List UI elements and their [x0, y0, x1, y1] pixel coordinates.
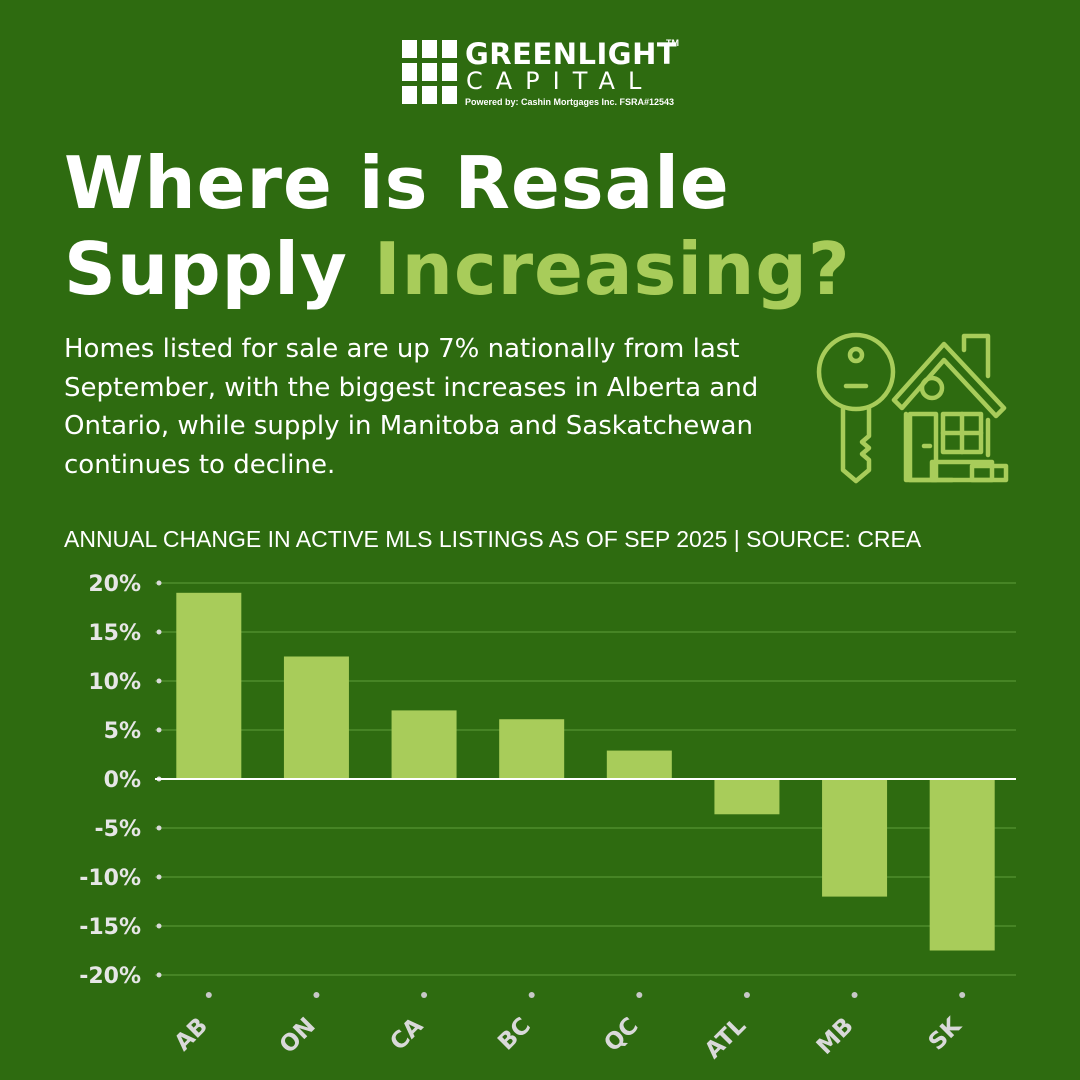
- y-tick-dot: [156, 874, 162, 880]
- y-tick-dot: [156, 923, 162, 929]
- logo-grid-cell: [422, 86, 437, 104]
- headline-line1: Where is Resale: [64, 141, 730, 225]
- x-tick-label: BC: [493, 1013, 536, 1056]
- bar-chart: 20% 15% 10% 5% 0% -5% -10% -15% -20% AB ON CA BC QC AT…: [79, 572, 1016, 1064]
- bar-on: [283, 656, 349, 779]
- y-tick-dot: [156, 825, 162, 831]
- logo-grid-cell: [402, 40, 417, 58]
- x-tick-dot: [636, 992, 643, 998]
- brand-name-line1: GREENLIGHT: [465, 37, 678, 71]
- chart-title: ANNUAL CHANGE IN ACTIVE MLS LISTINGS AS …: [64, 526, 922, 552]
- x-tick-label: ON: [275, 1013, 321, 1059]
- x-tick-label: AB: [170, 1013, 213, 1056]
- y-tick-dot: [156, 972, 162, 978]
- y-tick-dot: [156, 678, 162, 684]
- y-tick-dot: [156, 629, 162, 635]
- bar-ca: [391, 710, 457, 779]
- grid-logo-icon: [402, 40, 457, 105]
- logo-grid-cell: [422, 63, 437, 81]
- y-tick-dot: [156, 727, 162, 733]
- y-tick-label: 10%: [88, 670, 141, 695]
- headline: Where is Resale Supply Increasing?: [64, 140, 851, 312]
- headline-line2-accent: Increasing?: [373, 227, 851, 311]
- x-tick-dot: [959, 992, 966, 998]
- brand-logo: GREENLIGHT TM CAPITAL Powered by: Cashin…: [402, 38, 692, 110]
- y-tick-label: -5%: [95, 817, 141, 842]
- y-tick-label: -20%: [79, 964, 141, 989]
- brand-name-line2: CAPITAL: [466, 67, 655, 95]
- description-text: Homes listed for sale are up 7% national…: [64, 334, 759, 480]
- x-tick-dot: [743, 992, 750, 998]
- x-tick-label: SK: [924, 1012, 968, 1056]
- bar-atl: [714, 779, 780, 815]
- house-key-icon: [816, 332, 1009, 484]
- headline-line2-white: Supply: [64, 227, 348, 311]
- logo-grid-cell: [422, 40, 437, 58]
- logo-grid-cell: [442, 40, 457, 58]
- y-tick-label: 15%: [88, 621, 141, 646]
- logo-grid-cell: [402, 63, 417, 81]
- bar-qc: [606, 750, 672, 779]
- y-tick-label: 5%: [104, 719, 141, 744]
- x-tick-label: MB: [812, 1013, 859, 1060]
- x-tick-label: ATL: [700, 1013, 751, 1064]
- x-tick-dot: [528, 992, 535, 998]
- logo-grid-cell: [442, 86, 457, 104]
- x-tick-dot: [851, 992, 858, 998]
- x-tick-dot: [313, 992, 320, 998]
- y-tick-label: -10%: [79, 866, 141, 891]
- y-tick-dot: [156, 580, 162, 586]
- x-tick-dot: [205, 992, 212, 998]
- logo-grid-cell: [402, 86, 417, 104]
- y-tick-label: 20%: [88, 572, 141, 597]
- x-tick-label: CA: [385, 1013, 428, 1056]
- bar-sk: [929, 779, 995, 951]
- bar-ab: [176, 592, 242, 779]
- y-tick-label: 0%: [104, 768, 141, 793]
- x-tick-label: QC: [599, 1013, 643, 1057]
- headline-line2: Supply Increasing?: [64, 226, 851, 312]
- y-tick-label: -15%: [79, 915, 141, 940]
- logo-grid-cell: [442, 63, 457, 81]
- bar-bc: [499, 719, 565, 779]
- bar-mb: [822, 779, 888, 897]
- powered-by-text: Powered by: Cashin Mortgages Inc. FSRA#1…: [465, 97, 675, 107]
- trademark-mark: TM: [666, 38, 679, 48]
- x-tick-dot: [421, 992, 428, 998]
